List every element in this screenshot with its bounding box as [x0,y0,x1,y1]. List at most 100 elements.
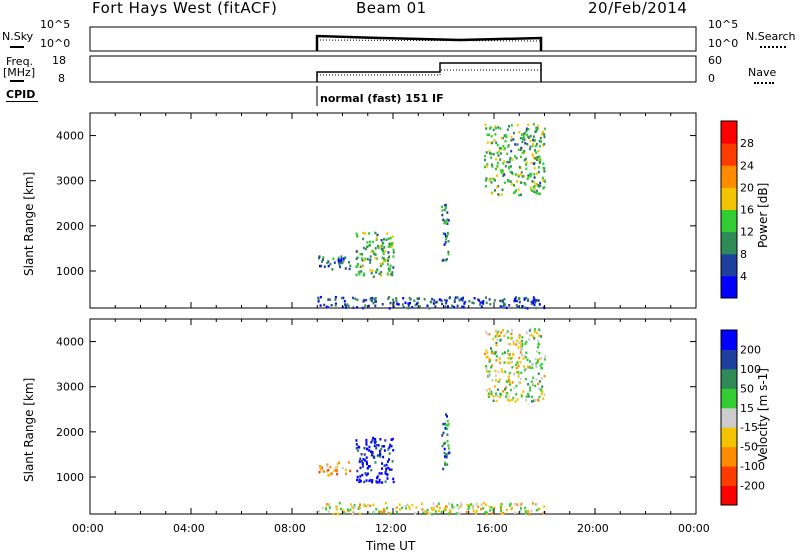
echo-cell [370,441,373,444]
echo-cell [495,399,498,403]
echo-cell [502,171,505,175]
echo-cell [526,510,529,514]
echo-cell [539,158,542,161]
echo-cell [409,301,411,305]
echo-cell [387,466,390,470]
echo-cell [496,174,498,177]
echo-cell [538,358,541,361]
echo-cell [453,298,456,302]
echo-cell [490,191,493,195]
echo-cell [541,176,544,180]
echo-cell [515,384,518,388]
echo-cell [390,438,393,441]
echo-cell [405,507,407,510]
echo-cell [453,300,456,304]
echo-cell [517,375,520,378]
echo-cell [447,447,450,450]
echo-cell [528,513,531,516]
echo-cell [371,240,374,244]
echo-cell [321,260,323,263]
echo-cell [461,305,463,308]
echo-cell [375,300,378,303]
echo-cell [520,371,523,375]
echo-cell [490,135,493,138]
echo-cell [431,297,434,301]
echo-cell [516,143,519,146]
echo-cell [445,238,447,241]
echo-cell [499,305,502,308]
echo-cell [360,453,363,456]
echo-cell [446,211,449,214]
echo-cell [382,455,385,459]
echo-cell [506,128,509,131]
echo-cell [510,139,513,142]
echo-cell [511,398,514,402]
echo-cell [520,146,523,150]
echo-cell [534,157,537,160]
echo-cell [365,504,368,508]
echo-cell [383,246,386,249]
echo-cell [488,370,491,373]
echo-cell [509,357,512,360]
echo-cell [500,502,503,506]
echo-cell [432,508,435,511]
echo-cell [535,172,538,175]
echo-cell [408,296,411,300]
echo-cell [495,330,498,334]
echo-cell [444,305,447,308]
echo-cell [443,219,446,223]
echo-cell [380,239,383,242]
echo-cell [532,301,535,305]
echo-cell [433,299,436,302]
echo-cell [492,152,495,156]
echo-cell [494,374,497,377]
echo-cell [367,304,370,308]
echo-cell [532,335,535,338]
echo-cell [480,305,483,308]
echo-cell [446,427,449,431]
echo-cell [528,147,531,151]
echo-cell [536,350,538,353]
echo-cell [530,300,533,304]
echo-cell [523,306,525,309]
echo-cell [486,165,489,168]
echo-cell [367,244,370,248]
echo-cell [442,232,445,235]
echo-cell [516,398,519,401]
echo-cell [537,158,540,161]
echo-cell [494,369,497,373]
echo-cell [392,248,395,252]
echo-cell [498,356,501,359]
echo-cell [537,149,540,153]
echo-cell [371,439,374,442]
echo-cell [499,127,502,130]
echo-cell [383,445,385,448]
echo-cell [489,126,492,129]
echo-cell [422,509,425,513]
echo-cell [470,503,473,506]
echo-cell [506,330,509,333]
echo-cell [346,508,349,511]
echo-cell [496,151,499,155]
echo-cell [522,133,525,136]
echo-cell [415,506,418,509]
y-tick-label: 3000 [56,175,84,188]
echo-cell [525,398,528,402]
echo-cell [366,257,369,261]
echo-cell [485,356,488,359]
echo-cell [495,141,498,144]
echo-cell [369,504,372,508]
echo-cell [514,299,517,302]
echo-cell [495,359,498,362]
echo-cell [507,356,510,360]
echo-cell [320,264,323,268]
echo-cell [533,187,536,190]
echo-cell [380,510,383,514]
echo-cell [381,262,384,266]
power-colorbar-tick: 16 [740,204,754,217]
echo-cell [530,333,533,337]
echo-cell [411,503,414,507]
echo-cell [539,136,542,140]
echo-cell [388,307,391,310]
echo-cell [518,336,521,340]
